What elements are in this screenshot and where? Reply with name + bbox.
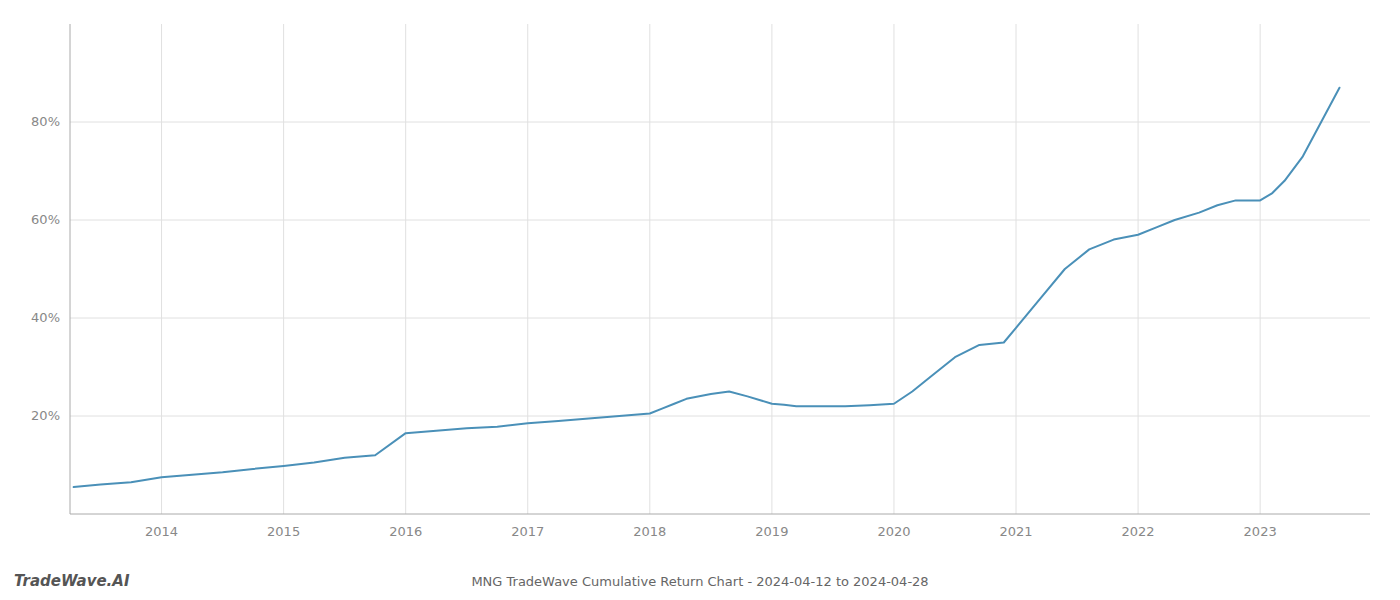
y-tick-label: 60% — [31, 212, 60, 227]
y-axis-line — [70, 24, 71, 514]
x-grid-line — [771, 24, 772, 514]
x-grid-line — [893, 24, 894, 514]
watermark: TradeWave.AI — [14, 572, 130, 590]
y-tick-label: 20% — [31, 408, 60, 423]
grid — [70, 24, 1370, 514]
x-axis-line — [70, 514, 1370, 515]
title: MNG TradeWave Cumulative Return Chart - … — [471, 574, 928, 589]
y-grid-line — [70, 122, 1370, 123]
x-tick-label: 2016 — [389, 524, 422, 539]
x-grid-line — [649, 24, 650, 514]
line — [74, 88, 1340, 487]
x-tick-label: 2023 — [1244, 524, 1277, 539]
y-grid-line — [70, 318, 1370, 319]
x-tick-label: 2020 — [877, 524, 910, 539]
y-grid-line — [70, 416, 1370, 417]
x-tick-label: 2015 — [267, 524, 300, 539]
x-tick-label: 2022 — [1122, 524, 1155, 539]
x-tick-label: 2019 — [755, 524, 788, 539]
x-grid-line — [1138, 24, 1139, 514]
series — [74, 88, 1340, 487]
x-grid-line — [1260, 24, 1261, 514]
x-grid-line — [161, 24, 162, 514]
y-tick-label: 80% — [31, 114, 60, 129]
y-tick-label: 40% — [31, 310, 60, 325]
x-tick-label: 2021 — [999, 524, 1032, 539]
background — [0, 0, 1400, 600]
x-grid-line — [527, 24, 528, 514]
x-grid-line — [405, 24, 406, 514]
x-tick-label: 2018 — [633, 524, 666, 539]
chart: 20% 40% 60% 80% 2014 2015 2016 2017 2018 2019 2020… — [0, 0, 1400, 600]
tick-labels: 20% 40% 60% 80% 2014 2015 2016 2017 2018 2019 2020… — [31, 114, 1277, 540]
x-tick-label: 2014 — [145, 524, 178, 539]
x-tick-label: 2017 — [511, 524, 544, 539]
x-grid-line — [1016, 24, 1017, 514]
x-grid-line — [283, 24, 284, 514]
